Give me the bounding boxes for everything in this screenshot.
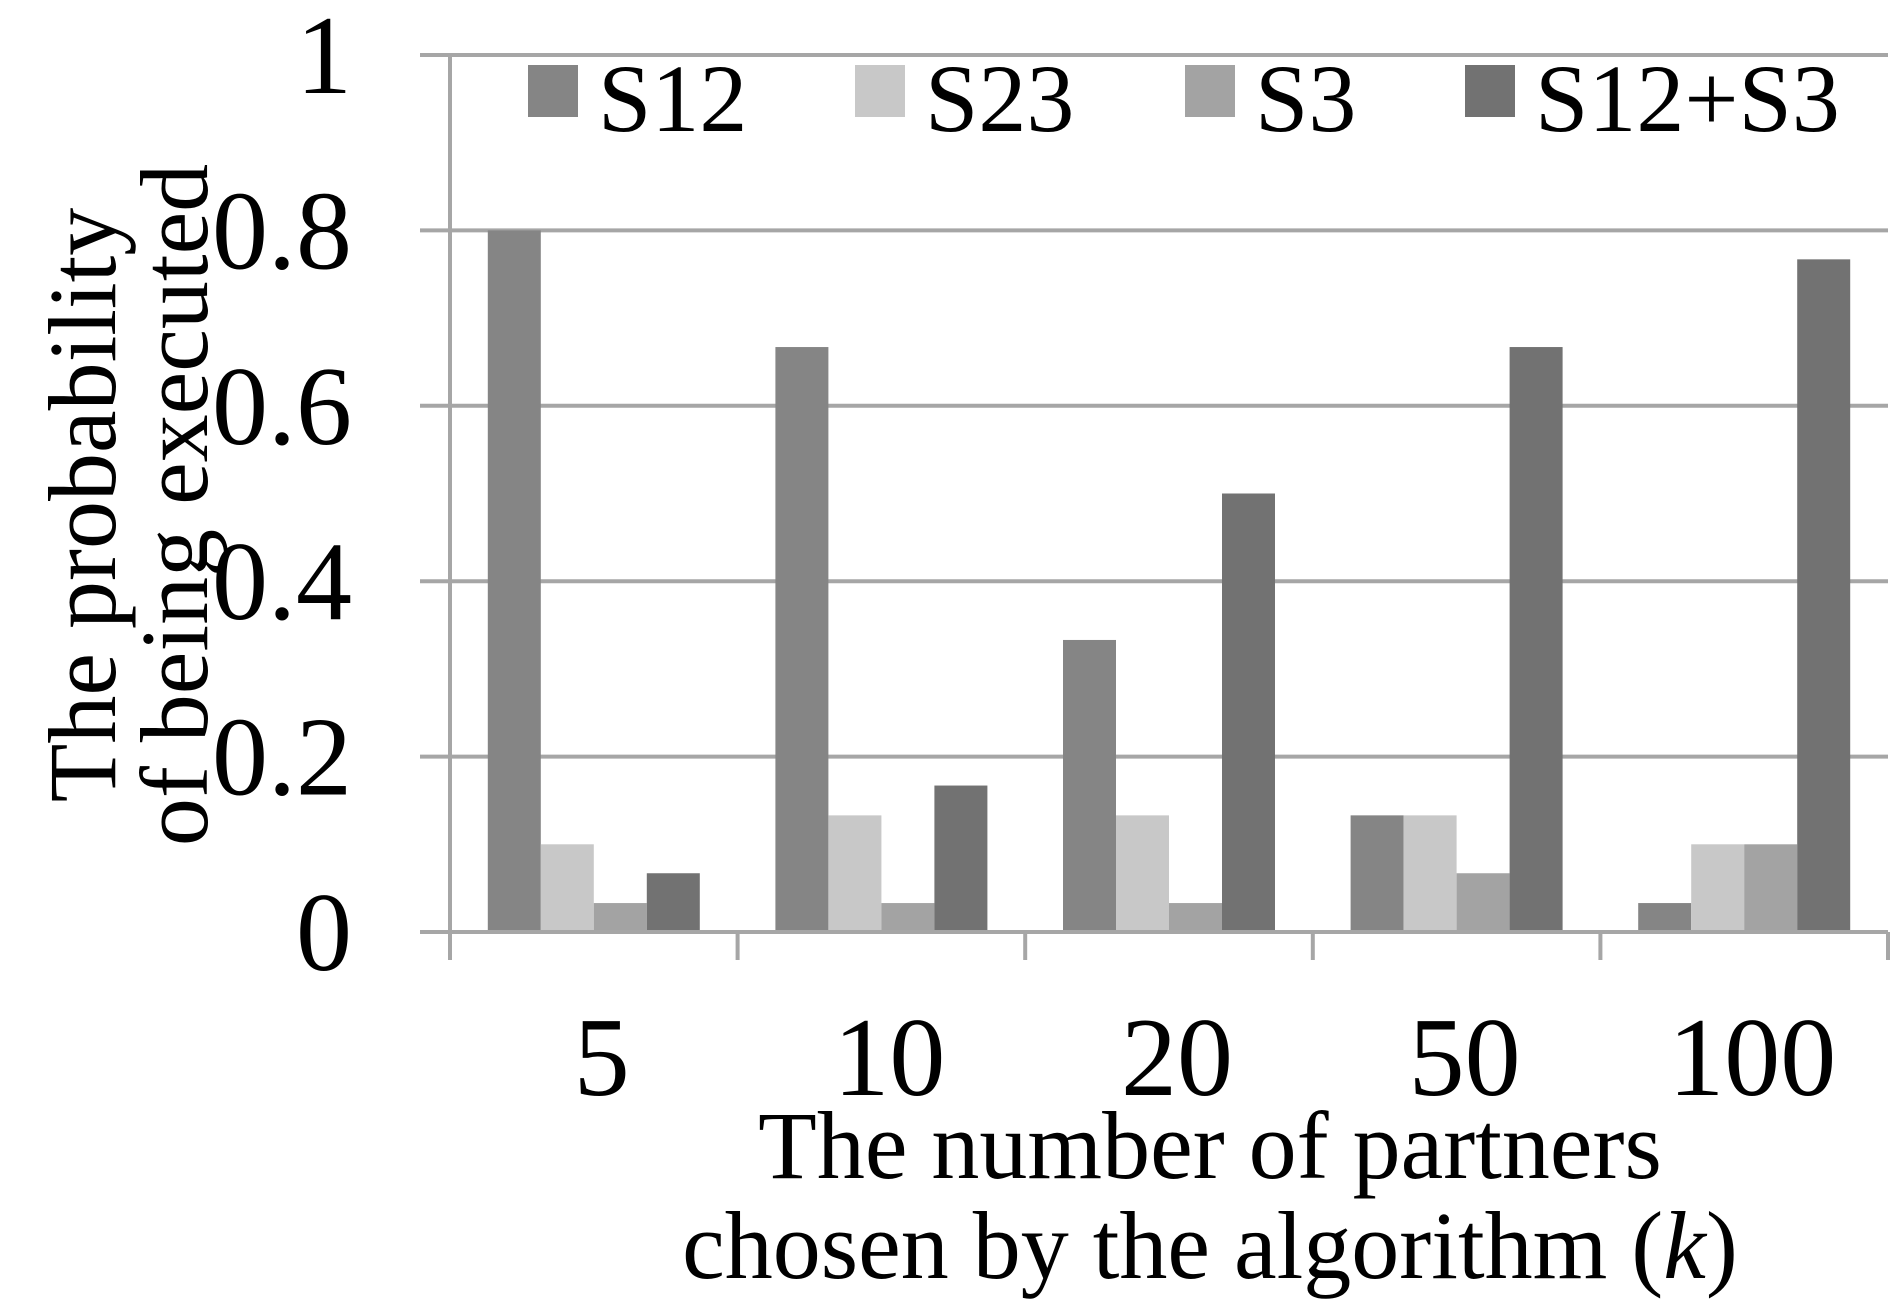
legend-label: S12	[598, 45, 747, 152]
bar-s23-5	[540, 844, 594, 932]
y-tick-label: 0.2	[212, 696, 352, 820]
x-tick-label: 100	[1668, 996, 1836, 1120]
bar-s3-10	[881, 903, 935, 932]
x-tick-label: 10	[833, 996, 945, 1120]
bar-s12-plus-s3-100	[1797, 259, 1851, 932]
bar-s12-20	[1063, 639, 1116, 932]
legend-label: S12+S3	[1535, 45, 1840, 152]
x-tick-label: 5	[574, 996, 630, 1120]
bar-s3-100	[1744, 844, 1798, 932]
legend-item: S23	[855, 45, 1074, 152]
bars	[487, 230, 1851, 932]
x-tick-label: 50	[1409, 996, 1521, 1120]
bar-s23-10	[828, 815, 882, 932]
bar-s12-10	[775, 347, 829, 932]
y-tick-label: 0.6	[212, 345, 352, 469]
axes	[420, 55, 1890, 960]
y-tick-labels: 0 0.2 0.4 0.6 0.8 1	[212, 0, 352, 995]
bar-s3-5	[593, 903, 647, 932]
bar-s12-plus-s3-5	[646, 873, 700, 932]
y-tick-label: 0.4	[212, 520, 352, 644]
bar-s12-5	[487, 230, 541, 932]
legend-label: S3	[1255, 45, 1356, 152]
y-tick-label: 0.8	[212, 169, 352, 293]
bar-s12-plus-s3-20	[1222, 493, 1275, 932]
bar-s12-plus-s3-10	[934, 785, 988, 932]
y-axis-title: The probabilityof being executed	[29, 164, 228, 846]
bar-s3-50	[1456, 873, 1510, 932]
bar-s12-plus-s3-50	[1509, 347, 1563, 932]
y-tick-label: 0	[296, 871, 352, 995]
x-axis-title: The number of partners chosen by the algo…	[682, 1092, 1738, 1299]
legend-label: S23	[925, 45, 1074, 152]
legend-item: S12	[528, 45, 747, 152]
bar-s23-20	[1116, 815, 1169, 932]
legend-swatch	[528, 65, 578, 117]
y-tick-label: 1	[296, 0, 352, 118]
bar-s23-50	[1403, 815, 1457, 932]
legend-swatch	[1185, 65, 1235, 117]
x-tick-labels: 5 10 20 50 100	[574, 996, 1836, 1120]
legend-swatch	[855, 65, 905, 117]
x-tick-label: 20	[1121, 996, 1233, 1120]
legend-item: S12+S3	[1465, 45, 1840, 152]
bar-s12-50	[1350, 815, 1404, 932]
gridlines	[420, 53, 1888, 759]
legend: S12 S23 S3 S12+S3	[528, 45, 1840, 152]
legend-item: S3	[1185, 45, 1356, 152]
bar-s3-20	[1169, 903, 1222, 932]
bar-s12-100	[1638, 903, 1692, 932]
bar-s23-100	[1691, 844, 1745, 932]
legend-swatch	[1465, 65, 1515, 117]
